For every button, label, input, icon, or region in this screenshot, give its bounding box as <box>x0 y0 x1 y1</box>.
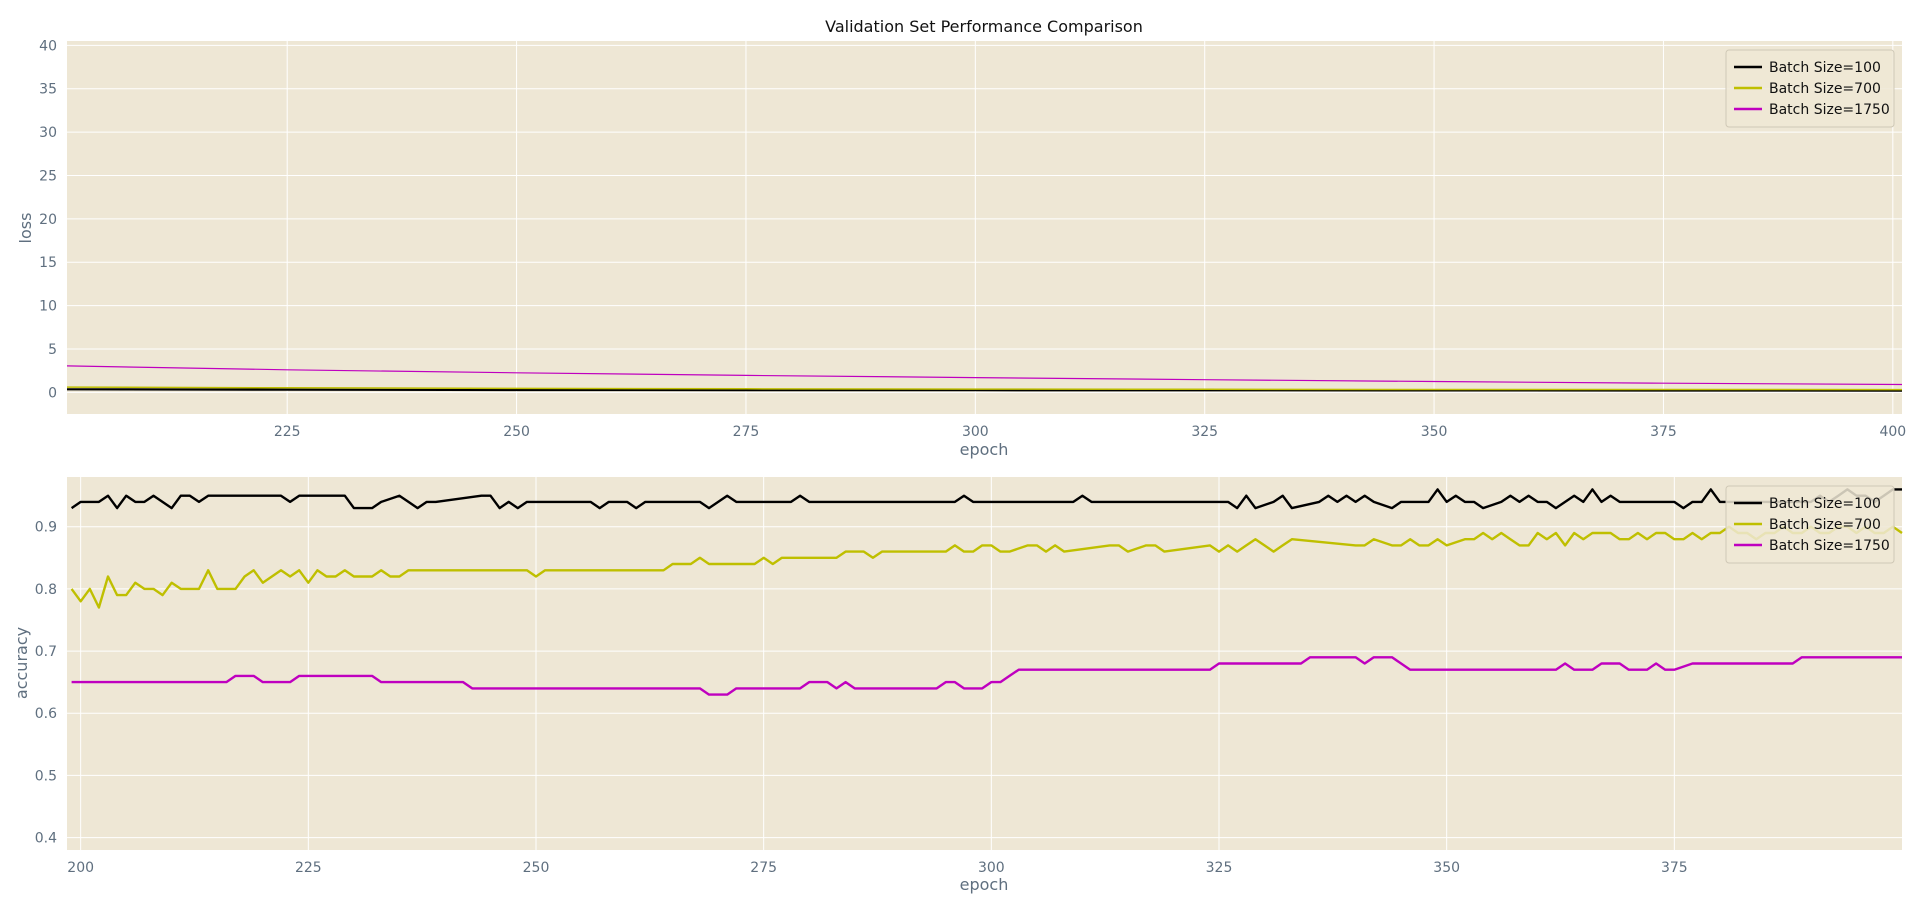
loss-series-line-batch-size-700 <box>66 386 1903 391</box>
accuracy-y-tick-label: 0.5 <box>35 768 57 784</box>
accuracy-legend <box>1725 485 1895 564</box>
accuracy-x-tick-label: 275 <box>750 860 777 876</box>
loss-y-axis-label: loss <box>16 213 35 244</box>
accuracy-y-axis-label: accuracy <box>12 627 31 699</box>
loss-x-tick-label: 350 <box>1421 424 1448 440</box>
loss-legend-label: Batch Size=700 <box>1769 81 1881 97</box>
loss-y-tick-label: 15 <box>39 255 57 271</box>
accuracy-legend-label: Batch Size=700 <box>1769 517 1881 533</box>
loss-x-axis-label: epoch <box>960 440 1009 459</box>
loss-y-tick-label: 5 <box>48 342 57 358</box>
loss-legend-label: Batch Size=100 <box>1769 60 1881 76</box>
loss-y-tick-label: 30 <box>39 125 57 141</box>
loss-panel: 225 250 275 300 325 350 375 400 0 5 10 15 20 25 30 35 40… <box>39 38 1906 440</box>
loss-x-tick-label: 375 <box>1650 424 1677 440</box>
loss-x-tick-label: 250 <box>503 424 530 440</box>
loss-x-tick-label: 400 <box>1879 424 1906 440</box>
loss-y-tick-label: 35 <box>39 82 57 98</box>
accuracy-series-line-batch-size-700 <box>70 525 1903 609</box>
accuracy-x-tick-label: 225 <box>295 860 322 876</box>
accuracy-series-line-batch-size-1750 <box>71 656 1902 696</box>
accuracy-legend-label: Batch Size=100 <box>1769 496 1881 512</box>
accuracy-y-tick-label: 0.4 <box>35 831 57 847</box>
figure-title: Validation Set Performance Comparison <box>825 17 1143 36</box>
accuracy-panel: 200 225 250 275 300 325 350 375 0.4 0.5 0.6 0.7 0.8 0… <box>35 477 1903 876</box>
accuracy-legend-label: Batch Size=1750 <box>1769 538 1890 554</box>
loss-x-tick-label: 300 <box>962 424 989 440</box>
loss-y-tick-label: 20 <box>39 212 57 228</box>
loss-x-tick-label: 325 <box>1191 424 1218 440</box>
loss-y-tick-label: 10 <box>39 299 57 315</box>
accuracy-x-tick-label: 300 <box>978 860 1005 876</box>
accuracy-x-tick-label: 200 <box>67 860 94 876</box>
loss-y-tick-label: 40 <box>39 38 57 54</box>
loss-y-tick-label: 25 <box>39 168 57 184</box>
accuracy-x-tick-label: 375 <box>1661 860 1688 876</box>
accuracy-y-tick-label: 0.8 <box>35 582 57 598</box>
accuracy-x-tick-label: 250 <box>523 860 550 876</box>
loss-x-tick-label: 225 <box>274 424 301 440</box>
loss-legend <box>1725 49 1895 128</box>
accuracy-y-tick-label: 0.7 <box>35 644 57 660</box>
loss-series-line-batch-size-100 <box>66 388 1903 392</box>
loss-y-tick-label: 0 <box>48 385 57 401</box>
loss-series-line-batch-size-1750 <box>66 365 1903 386</box>
accuracy-x-axis-label: epoch <box>960 875 1009 894</box>
accuracy-plot-area <box>67 477 1902 850</box>
accuracy-y-tick-label: 0.9 <box>35 520 57 536</box>
accuracy-series-line-batch-size-100 <box>70 488 1902 510</box>
accuracy-x-tick-label: 350 <box>1433 860 1460 876</box>
loss-plot-area <box>67 41 1902 414</box>
accuracy-y-tick-label: 0.6 <box>35 706 57 722</box>
loss-legend-label: Batch Size=1750 <box>1769 102 1890 118</box>
accuracy-x-tick-label: 325 <box>1206 860 1233 876</box>
loss-x-tick-label: 275 <box>733 424 760 440</box>
